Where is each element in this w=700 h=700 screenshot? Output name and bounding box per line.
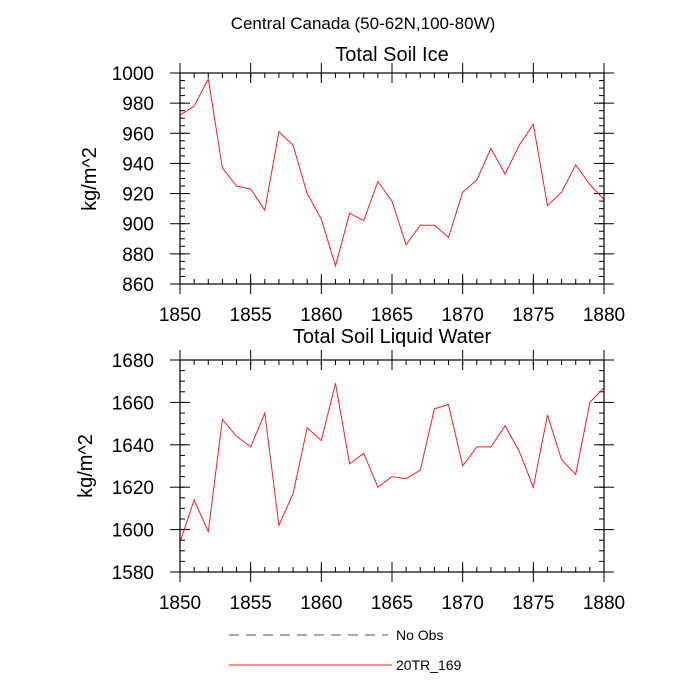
- y-tick-label: 880: [122, 245, 154, 266]
- plot-frame: [179, 359, 605, 573]
- series-line: [179, 383, 605, 543]
- y-axis-label: kg/m^2: [79, 147, 101, 211]
- x-tick-label: 1870: [442, 593, 484, 614]
- legend-label-20tr-169: 20TR_169: [396, 657, 462, 673]
- legend: No Obs 20TR_169: [229, 627, 462, 673]
- y-tick-label: 900: [122, 215, 154, 236]
- y-tick-label: 940: [122, 154, 154, 175]
- y-tick-label: 1660: [112, 393, 154, 414]
- y-tick-label: 980: [122, 94, 154, 115]
- x-tick-label: 1855: [230, 593, 272, 614]
- y-tick-label: 1000: [112, 64, 154, 85]
- y-tick-label: 1640: [112, 436, 154, 457]
- y-axis-label: kg/m^2: [75, 434, 97, 498]
- plot-frame: [179, 72, 605, 285]
- legend-label-no-obs: No Obs: [396, 627, 443, 643]
- y-tick-label: 1600: [112, 521, 154, 542]
- y-tick-label: 1580: [112, 563, 154, 584]
- figure-title: Central Canada (50-62N,100-80W): [231, 14, 496, 33]
- y-tick-label: 960: [122, 124, 154, 145]
- x-tick-label: 1850: [159, 305, 201, 326]
- y-tick-label: 860: [122, 275, 154, 296]
- panel-title: Total Soil Liquid Water: [293, 326, 492, 348]
- x-tick-label: 1850: [159, 593, 201, 614]
- x-tick-label: 1860: [300, 305, 342, 326]
- x-tick-label: 1875: [512, 593, 554, 614]
- x-tick-label: 1880: [583, 593, 625, 614]
- y-tick-label: 1680: [112, 351, 154, 372]
- x-tick-label: 1855: [230, 305, 272, 326]
- panel-total-soil-liquid-water: Total Soil Liquid Water kg/m^2 1850 1855 1…: [75, 326, 625, 614]
- x-tick-label: 1875: [512, 305, 554, 326]
- series-line: [179, 77, 605, 268]
- x-tick-label: 1870: [442, 305, 484, 326]
- x-tick-label: 1865: [371, 593, 413, 614]
- panel-total-soil-ice: Total Soil Ice kg/m^2 1850 1855 1860 1865 18…: [79, 44, 625, 326]
- y-tick-label: 1620: [112, 478, 154, 499]
- y-tick-label: 920: [122, 185, 154, 206]
- panel-title: Total Soil Ice: [335, 44, 448, 66]
- x-tick-label: 1865: [371, 305, 413, 326]
- x-tick-label: 1880: [583, 305, 625, 326]
- x-tick-label: 1860: [300, 593, 342, 614]
